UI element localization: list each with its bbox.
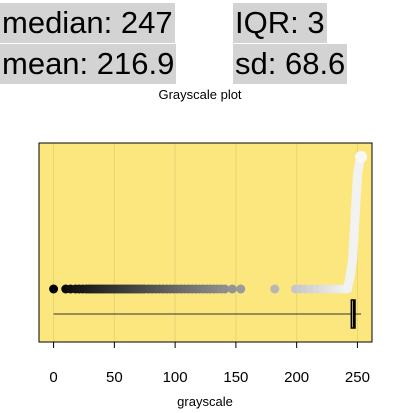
sorted-curve — [343, 151, 368, 291]
boxplot — [53, 299, 362, 329]
grayscale-points — [49, 284, 353, 294]
plot-panel — [39, 143, 372, 342]
x-axis-label: grayscale — [177, 394, 233, 409]
x-axis: 0 50 100 150 200 250 — [49, 342, 370, 386]
iqr-stat: IQR: 3 — [233, 3, 327, 43]
chart-title: Grayscale plot — [158, 87, 241, 102]
data-point — [220, 284, 230, 294]
x-tick-label: 100 — [163, 369, 188, 386]
data-point — [270, 284, 280, 294]
x-tick-label: 50 — [106, 369, 123, 386]
mean-stat: mean: 216.9 — [0, 44, 177, 84]
panel-border — [38, 142, 373, 343]
x-tick-label: 0 — [49, 369, 57, 386]
median-stat: median: 247 — [0, 3, 175, 43]
x-tick-label: 250 — [345, 369, 370, 386]
sd-stat: sd: 68.6 — [233, 44, 348, 84]
x-tick-label: 150 — [223, 369, 248, 386]
x-tick-label: 200 — [284, 369, 309, 386]
data-point — [227, 284, 237, 294]
data-point — [355, 151, 368, 163]
data-point — [49, 284, 59, 294]
sorted-values-line — [343, 152, 366, 291]
data-point — [236, 284, 246, 294]
